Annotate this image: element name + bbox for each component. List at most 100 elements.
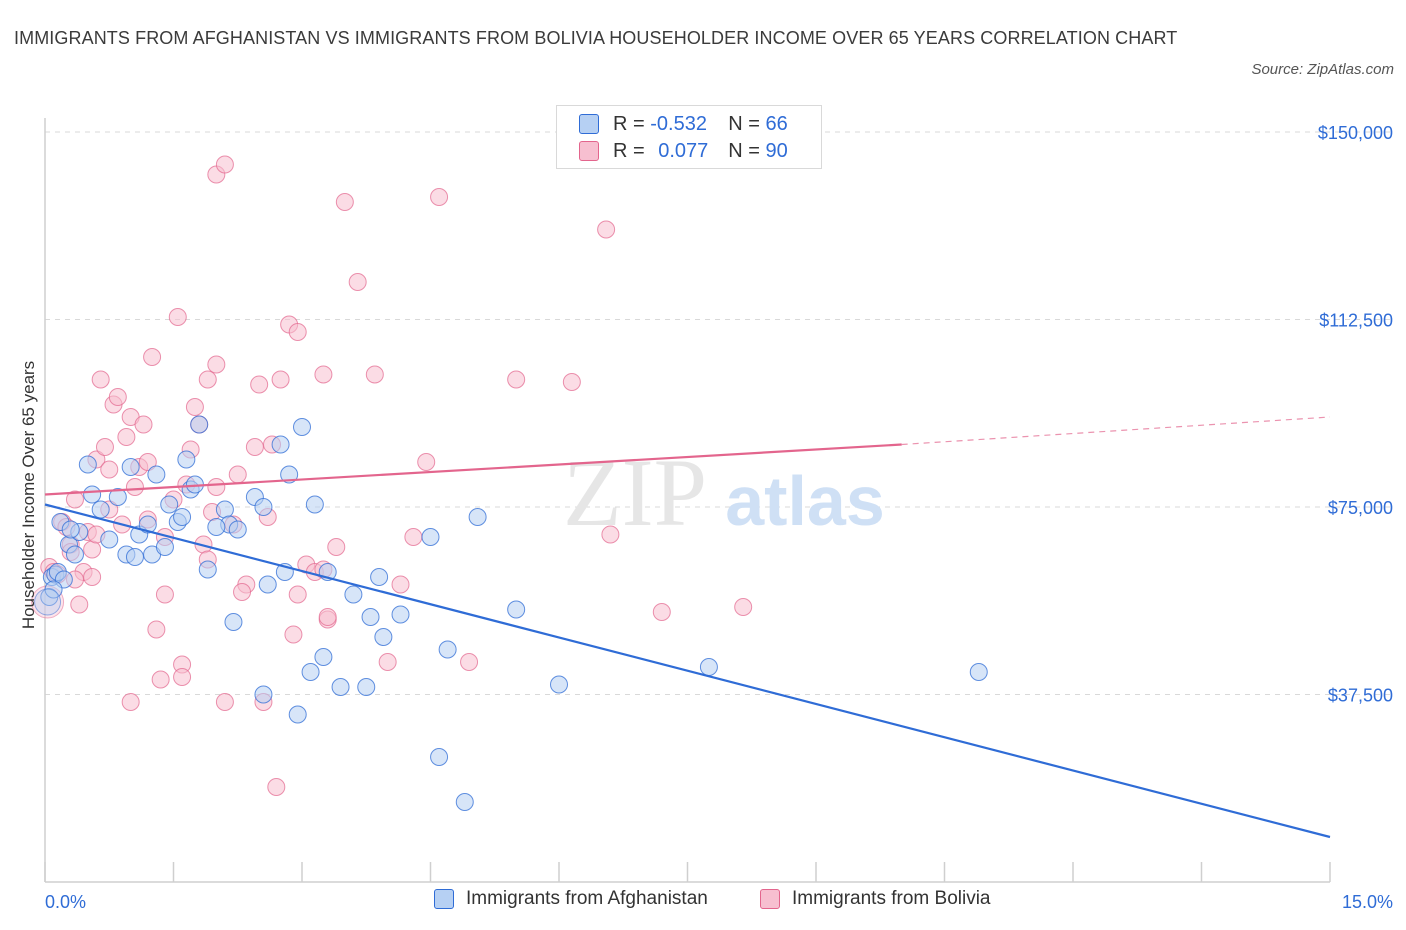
legend-n-label: N = (728, 112, 760, 135)
bolivia-point (250, 375, 269, 394)
afghanistan-point (108, 488, 127, 506)
bolivia-point (284, 625, 303, 644)
bolivia-point (134, 415, 153, 434)
bolivia-point (168, 308, 187, 326)
bolivia-point (271, 370, 290, 389)
bolivia-point (348, 273, 367, 291)
bolivia-point (507, 370, 526, 389)
afghanistan-point (254, 498, 273, 516)
correlation-legend: R = -0.532 N = 66 R = 0.077 N = 90 (556, 105, 822, 169)
bolivia-point (185, 398, 204, 416)
axes (44, 118, 1331, 883)
bolivia-point (100, 460, 119, 479)
afghanistan-point (91, 500, 110, 519)
afghanistan-point (121, 458, 140, 476)
bolivia-point (121, 693, 140, 711)
bolivia-point (288, 323, 307, 341)
afghanistan-point (438, 640, 457, 659)
bolivia-point (83, 568, 102, 586)
afghanistan-point (224, 613, 243, 631)
legend-r-value-afghanistan: -0.532 (650, 112, 707, 135)
bolivia-point (734, 598, 753, 616)
bottom-legend-label-afghanistan: Immigrants from Afghanistan (466, 888, 708, 909)
afghanistan-point (357, 678, 376, 696)
bolivia-point (335, 193, 354, 211)
bolivia-point (143, 348, 162, 366)
afghanistan-point (288, 705, 307, 724)
x-tick-label: 15.0% (1342, 892, 1393, 912)
y-axis-label: Householder Income Over 65 years (19, 361, 38, 629)
bottom-legend-afghanistan: Immigrants from Afghanistan (434, 888, 708, 910)
afghanistan-point (969, 663, 988, 681)
legend-row-afghanistan: R = -0.532 N = 66 (579, 111, 788, 137)
bolivia-point (327, 538, 346, 556)
afghanistan-point (430, 748, 449, 766)
afghanistan-point (177, 450, 196, 469)
legend-row-bolivia: R = 0.077 N = 90 (579, 138, 788, 164)
bolivia-point (215, 155, 234, 174)
afghanistan-point (280, 465, 299, 484)
bolivia-point (245, 438, 264, 456)
afghanistan-point (468, 508, 487, 526)
afghanistan-trend-line (44, 503, 1331, 839)
afghanistan-point (344, 585, 363, 604)
afghanistan-point (65, 545, 84, 564)
bolivia-point (147, 620, 166, 639)
afghanistan-point (370, 568, 389, 586)
legend-n-value-bolivia: 90 (765, 139, 788, 162)
bolivia-point (108, 388, 127, 406)
watermark-atlas: atlas (725, 462, 885, 540)
afghanistan-point (314, 648, 333, 666)
afghanistan-point (391, 605, 410, 624)
x-tick-label: 0.0% (45, 892, 86, 912)
afghanistan-point (507, 600, 526, 619)
bolivia-point (228, 465, 247, 484)
bolivia-point (125, 478, 144, 496)
y-tick-label: $150,000 (1318, 123, 1393, 143)
bolivia-point (430, 188, 449, 206)
watermark-zip: ZIP (563, 439, 707, 546)
afghanistan-point (173, 508, 192, 526)
afghanistan-point (160, 495, 179, 514)
afghanistan-point (215, 500, 234, 519)
afghanistan-point (455, 793, 474, 811)
watermark: ZIP atlas (563, 439, 885, 546)
bolivia-point (207, 478, 226, 496)
bolivia-point (391, 575, 410, 594)
bolivia-point (138, 453, 157, 471)
afghanistan-point (374, 628, 393, 646)
afghanistan-point (83, 485, 102, 504)
y-tick-label: $75,000 (1328, 498, 1393, 518)
afghanistan-points (34, 415, 988, 811)
bolivia-point (151, 670, 170, 689)
bolivia-point (70, 595, 89, 614)
legend-r-value-bolivia: 0.077 (658, 139, 709, 162)
bolivia-point (378, 653, 397, 671)
afghanistan-point (361, 608, 380, 626)
bolivia-point (65, 490, 84, 509)
afghanistan-point-cluster (34, 588, 62, 616)
bolivia-point (318, 608, 337, 626)
afghanistan-point (78, 455, 97, 474)
afghanistan-point (550, 675, 568, 694)
bolivia-point (267, 778, 286, 796)
bolivia-point (83, 540, 102, 559)
legend-r-label: R = (613, 112, 645, 135)
bolivia-point (314, 365, 333, 384)
bolivia-point (601, 525, 620, 544)
bottom-legend-label-bolivia: Immigrants from Bolivia (792, 888, 991, 909)
legend-n-label: N = (728, 139, 760, 162)
afghanistan-point (138, 515, 157, 534)
trend-lines (44, 416, 1331, 839)
bolivia-point (95, 438, 114, 456)
bolivia-trend-extension (901, 416, 1331, 446)
afghanistan-point (207, 518, 226, 536)
bolivia-trend-line (44, 443, 902, 496)
afghanistan-point (271, 435, 290, 454)
chart-title: IMMIGRANTS FROM AFGHANISTAN VS IMMIGRANT… (14, 28, 1178, 48)
bolivia-point (117, 428, 136, 446)
y-tick-label: $37,500 (1328, 686, 1393, 706)
afghanistan-point (61, 520, 80, 539)
afghanistan-point (155, 538, 174, 556)
